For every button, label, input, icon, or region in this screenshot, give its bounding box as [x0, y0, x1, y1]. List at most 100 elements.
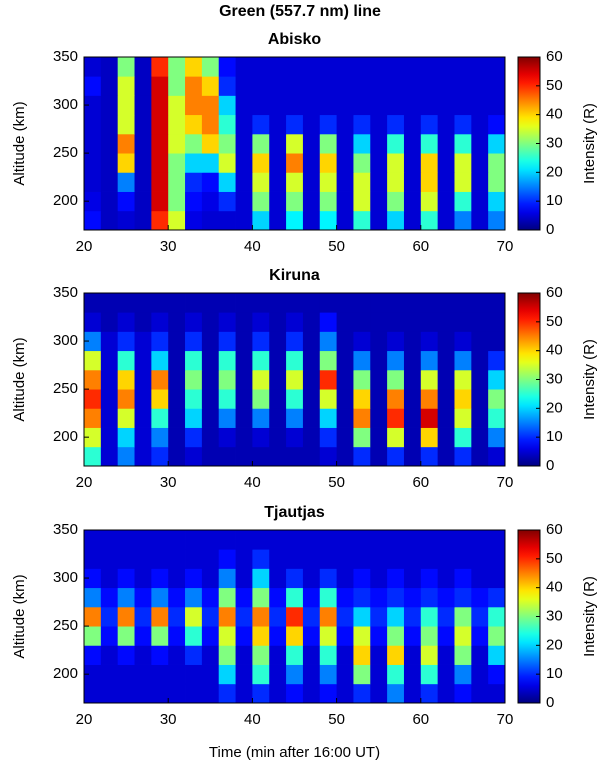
- heat-cell: [319, 427, 337, 448]
- colorbar-tick-label: 20: [546, 163, 563, 180]
- heat-cell: [252, 210, 270, 231]
- colorbar-tick-label: 30: [546, 134, 563, 151]
- heat-cell: [201, 530, 220, 550]
- heat-cell: [319, 153, 337, 173]
- heat-cell: [134, 76, 152, 96]
- heat-cell: [151, 350, 169, 371]
- heat-cell: [151, 369, 169, 390]
- heat-cell: [319, 76, 337, 96]
- heat-cell: [471, 549, 489, 569]
- heat-cell: [319, 606, 337, 627]
- heat-cell: [403, 446, 422, 467]
- heat-cell: [134, 369, 152, 390]
- heat-cell: [488, 95, 506, 116]
- heat-cell: [336, 683, 354, 704]
- heat-cell: [420, 587, 439, 608]
- heat-cell: [302, 389, 321, 409]
- heat-cell: [252, 389, 270, 409]
- heat-cell: [471, 530, 489, 550]
- heat-cell: [185, 606, 203, 627]
- heat-cell: [471, 587, 489, 608]
- heat-cell: [471, 446, 489, 467]
- x-tick-label: 30: [160, 238, 177, 255]
- heat-cell: [488, 172, 506, 192]
- heat-cell: [201, 369, 220, 390]
- heat-cell: [319, 530, 337, 550]
- heat-cell: [420, 331, 439, 352]
- heat-cell: [403, 427, 422, 448]
- heat-cell: [252, 57, 270, 77]
- x-tick-label: 70: [497, 474, 514, 491]
- heat-cell: [117, 210, 135, 231]
- heat-cell: [353, 664, 371, 685]
- heat-cell: [353, 172, 371, 192]
- heat-cell: [286, 114, 304, 135]
- heat-cell: [370, 626, 388, 646]
- heat-cell: [387, 57, 405, 77]
- heat-cell: [302, 408, 321, 428]
- heat-cell: [353, 446, 371, 467]
- heat-cell: [235, 331, 253, 352]
- heat-cell: [235, 114, 253, 135]
- heat-cell: [100, 133, 119, 154]
- heat-cell: [269, 427, 287, 448]
- x-tick-label: 40: [244, 474, 261, 491]
- heat-cell: [252, 331, 270, 352]
- heat-cell: [286, 153, 304, 173]
- heat-cell: [100, 76, 119, 96]
- heat-cell: [302, 133, 321, 154]
- heat-cell: [235, 549, 253, 569]
- heat-cell: [420, 530, 439, 550]
- heat-cell: [235, 683, 253, 704]
- heat-cell: [84, 153, 102, 173]
- heat-cell: [100, 57, 119, 77]
- heat-cell: [319, 408, 337, 428]
- heat-cell: [454, 683, 472, 704]
- heat-cell: [252, 427, 270, 448]
- heat-cell: [286, 312, 304, 332]
- heat-cell: [471, 210, 489, 231]
- heat-cell: [134, 683, 152, 704]
- heat-cell: [471, 95, 489, 116]
- y-axis-label: Altitude (km): [11, 574, 28, 658]
- y-tick-label: 350: [53, 284, 78, 301]
- heat-cell: [269, 331, 287, 352]
- colorbar-tick-label: 10: [546, 665, 563, 682]
- heat-cell: [319, 57, 337, 77]
- heat-cell: [269, 350, 287, 371]
- heat-cell: [218, 626, 236, 646]
- heat-cell: [269, 645, 287, 665]
- heat-cell: [100, 331, 119, 352]
- y-tick-label: 350: [53, 521, 78, 538]
- heat-cell: [403, 350, 422, 371]
- plot-frame: [83, 292, 506, 467]
- heat-cell: [84, 683, 102, 704]
- x-axis-label: Time (min after 16:00 UT): [209, 744, 380, 761]
- heat-cell: [269, 606, 287, 627]
- heat-cell: [437, 683, 455, 704]
- heat-cell: [370, 95, 388, 116]
- heat-cell: [185, 350, 203, 371]
- y-axis-label: Altitude (km): [11, 337, 28, 421]
- heat-cell: [168, 446, 186, 467]
- heat-cell: [403, 645, 422, 665]
- heat-cell: [387, 114, 405, 135]
- colorbar-tick-label: 0: [546, 221, 554, 238]
- heat-cell: [218, 427, 236, 448]
- heat-cell: [471, 664, 489, 685]
- heat-cell: [185, 568, 203, 589]
- heat-cell: [235, 606, 253, 627]
- heat-cell: [437, 389, 455, 409]
- heat-cell: [134, 350, 152, 371]
- heat-cell: [488, 626, 506, 646]
- heat-cell: [218, 587, 236, 608]
- heat-cell: [84, 549, 102, 569]
- heat-cell: [488, 408, 506, 428]
- heat-cell: [370, 76, 388, 96]
- heat-cell: [353, 530, 371, 550]
- heat-cell: [117, 683, 135, 704]
- colorbar-tick-label: 50: [546, 550, 563, 567]
- heat-cell: [302, 664, 321, 685]
- heat-cell: [201, 408, 220, 428]
- heat-cell: [454, 95, 472, 116]
